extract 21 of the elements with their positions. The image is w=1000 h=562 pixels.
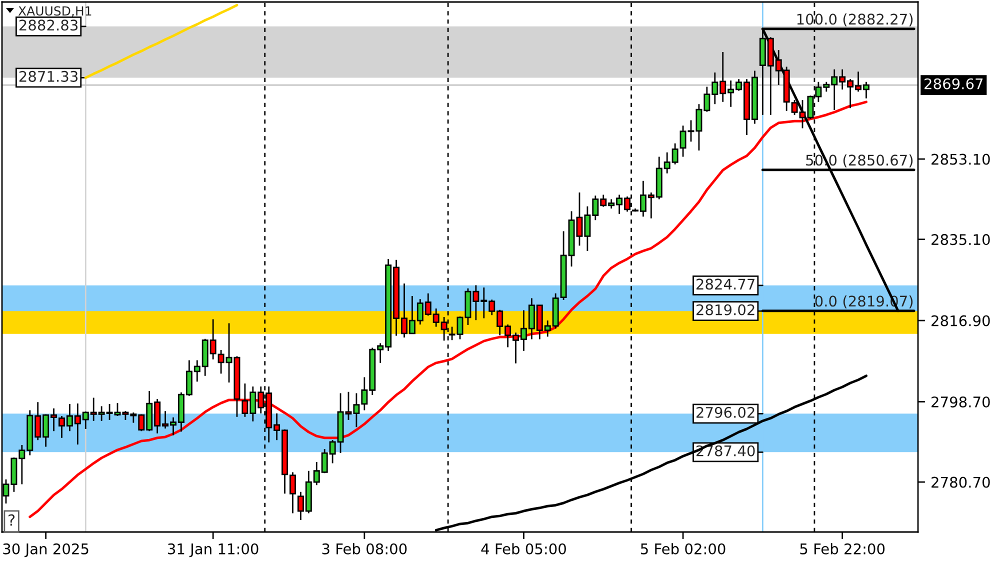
annotation: 2871.33: [19, 70, 78, 82]
annotation: 2824.77: [696, 278, 754, 290]
x-tick-label: 5 Feb 22:00: [800, 543, 885, 554]
x-tick-label: 30 Jan 2025: [3, 543, 88, 558]
chart-title: XAUUSD,H1: [18, 6, 92, 17]
annotation: 2882.83: [19, 20, 78, 31]
annotation: 2787.40: [696, 445, 755, 456]
x-tick-label: 31 Jan 11:00: [168, 543, 258, 558]
x-tick-label: 5 Feb 02:00: [640, 543, 726, 554]
annotation: 2796.02: [696, 406, 754, 418]
ref-line-label: 2869.67: [924, 78, 983, 90]
x-tick-label: 3 Feb 08:00: [322, 543, 407, 554]
y-tick-label: 2853.10: [932, 154, 990, 165]
annotation: 2819.02: [696, 304, 754, 316]
x-tick-label: 4 Feb 05:00: [481, 543, 566, 554]
annotation: 100.0 (2882.27): [797, 13, 913, 26]
y-tick-label: 2780.70: [932, 476, 990, 488]
y-tick-label: 2816.90: [932, 315, 990, 326]
y-tick-label: 2835.10: [932, 234, 990, 246]
annotation: ?: [8, 514, 15, 526]
y-tick-label: 2798.70: [932, 396, 990, 408]
